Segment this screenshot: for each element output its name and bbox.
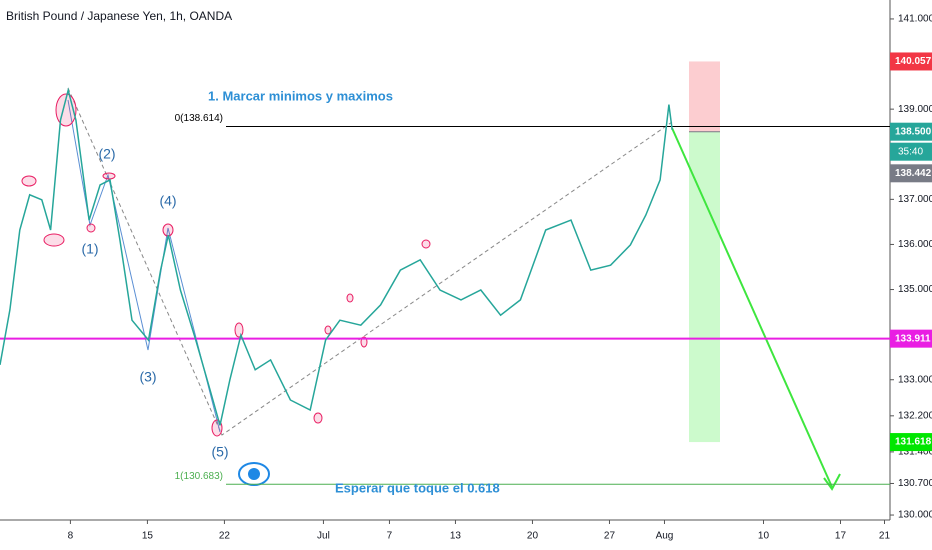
annotation: (3) [139,369,156,385]
eye-icon [238,462,270,486]
annotation: 1. Marcar minimos y maximos [208,88,393,103]
marker [162,223,174,237]
target-zone [689,131,720,443]
marker [421,239,431,249]
fib-level-label: 1(130.683) [175,471,223,482]
price-label-box [890,52,932,71]
marker [346,293,354,303]
annotation: (1) [81,241,98,257]
marker [86,223,96,233]
marker [234,322,244,338]
price-label-box [890,164,932,183]
y-tick-label: 130.000 [898,510,932,521]
price-label: 140.057 [895,56,932,67]
x-tick-label: 20 [527,531,539,542]
y-tick-label: 131.400 [898,447,932,458]
x-tick-label: 7 [387,531,393,542]
annotation: (2) [98,146,115,162]
price-label: 138.500 [895,126,932,137]
y-tick-label: 130.700 [898,478,932,489]
marker [102,172,116,180]
price-label-box [890,329,932,348]
y-tick-label: 135.000 [898,284,932,295]
x-tick-label: 13 [450,531,462,542]
stop-zone [689,61,720,132]
marker [43,233,65,247]
x-tick-label: Jul [317,531,330,542]
price-label: 133.911 [895,333,931,344]
x-tick-label: 8 [68,531,74,542]
y-tick-label: 132.200 [898,410,932,421]
y-tick-label: 139.000 [898,104,932,115]
countdown-box [890,142,932,161]
chart-title: British Pound / Japanese Yen, 1h, OANDA [6,9,232,23]
annotation: (5) [211,444,228,460]
trend-guide [67,87,673,436]
forecast-arrow [671,127,833,488]
arrow-head [823,473,841,491]
x-tick-label: 22 [219,531,231,542]
price-label: 131.618 [895,437,932,448]
y-tick-label: 141.000 [898,14,932,25]
marker [324,325,332,335]
x-tick-label: 15 [142,531,154,542]
y-tick-label: 137.000 [898,194,932,205]
fib-level-label: 0(138.614) [175,113,223,124]
y-tick-label: 136.000 [898,239,932,250]
x-tick-label: Aug [656,531,674,542]
marker [313,412,323,424]
countdown: 35:40 [898,146,923,157]
x-tick-label: 21 [879,531,891,542]
price-label-box [890,122,932,141]
price-label-box [890,433,932,452]
x-tick-label: 27 [604,531,616,542]
marker [21,175,37,187]
y-tick-label: 133.000 [898,374,932,385]
annotation: Esperar que toque el 0.618 [335,480,500,495]
price-label: 138.442 [895,168,932,179]
x-tick-label: 17 [835,531,847,542]
x-tick-label: 10 [758,531,770,542]
annotation: (4) [159,193,176,209]
price-line [0,87,673,426]
